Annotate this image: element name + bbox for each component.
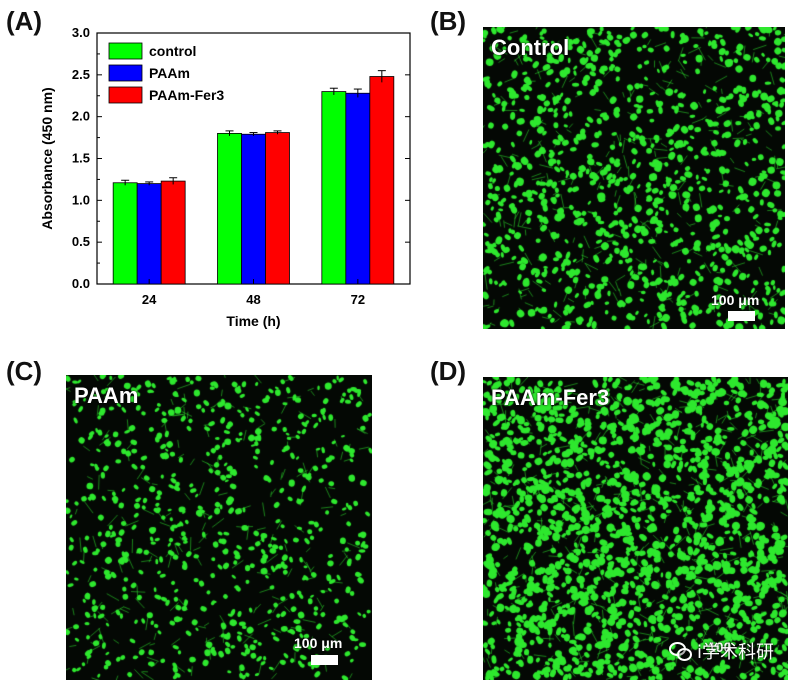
y-tick-label: 0.0 xyxy=(72,276,90,291)
y-tick-label: 2.0 xyxy=(72,109,90,124)
absorbance-bar-chart: 0.0 0.5 1.0 1.5 2.0 2.5 3.0 24 48 72 Time (h) Absor… xyxy=(39,25,411,329)
bar-control-72 xyxy=(321,91,347,285)
y-axis-label: Absorbance (450 nm) xyxy=(39,87,55,229)
legend-label-paam-fer3: PAAm-Fer3 xyxy=(149,87,224,103)
micrograph-label-paam-fer3: PAAm-Fer3 xyxy=(491,385,610,410)
bar-control-48 xyxy=(217,132,242,285)
y-tick-label: 0.5 xyxy=(72,234,90,249)
cell-image-control xyxy=(483,27,785,329)
bar-paam-fer3-48 xyxy=(265,132,290,285)
y-tick-label: 2.5 xyxy=(72,67,90,82)
micrograph-paam: PAAm 100 μm xyxy=(66,375,372,680)
wechat-icon xyxy=(668,642,692,661)
bar-paam-24 xyxy=(136,183,162,285)
scale-bar-label-control: 100 μm xyxy=(711,292,760,308)
scale-bar-paam xyxy=(311,655,338,665)
x-tick-label-24: 24 xyxy=(142,292,157,307)
cell-image-paam-fer3 xyxy=(483,377,788,680)
y-tick-label: 1.0 xyxy=(72,192,90,207)
legend-swatch-paam xyxy=(108,64,143,82)
bar-paam-72 xyxy=(345,92,371,285)
micrograph-label-control: Control xyxy=(491,35,570,60)
scale-bar-label-paam-fer3: 100 xyxy=(708,639,732,655)
watermark-text: i学术科研 xyxy=(696,642,774,663)
x-tick-label-72: 72 xyxy=(351,292,365,307)
y-tick-label: 1.5 xyxy=(72,151,90,166)
legend-swatch-control xyxy=(108,42,143,60)
legend-swatch-paam-fer3 xyxy=(108,86,143,104)
micrograph-label-paam: PAAm xyxy=(74,383,139,408)
legend-label-paam: PAAm xyxy=(149,65,190,81)
legend-label-control: control xyxy=(149,43,196,59)
y-tick-label: 3.0 xyxy=(72,25,90,40)
chart-layer: 0.0 0.5 1.0 1.5 2.0 2.5 3.0 24 48 72 Time (h) Absor… xyxy=(39,25,411,329)
scale-bar-control xyxy=(728,311,755,321)
micrograph-control: Control 100 μm xyxy=(483,27,785,329)
panel-letter-b: (B) xyxy=(430,6,467,36)
scale-bar-label-paam: 100 μm xyxy=(294,635,343,651)
panel-letter-d: (D) xyxy=(430,356,467,386)
bar-paam-fer3-24 xyxy=(160,180,186,285)
cell-image-paam xyxy=(66,375,372,680)
x-axis-label: Time (h) xyxy=(226,313,280,329)
micrograph-paam-fer3: PAAm-Fer3 100 i学术科研 xyxy=(483,377,788,680)
x-tick-label-48: 48 xyxy=(246,292,260,307)
panel-letter-a: (A) xyxy=(6,6,43,36)
bar-paam-fer3-72 xyxy=(369,76,395,285)
bar-paam-48 xyxy=(241,133,266,285)
panel-letter-c: (C) xyxy=(6,356,43,386)
watermark: i学术科研 xyxy=(668,638,774,664)
bar-control-24 xyxy=(112,182,138,285)
